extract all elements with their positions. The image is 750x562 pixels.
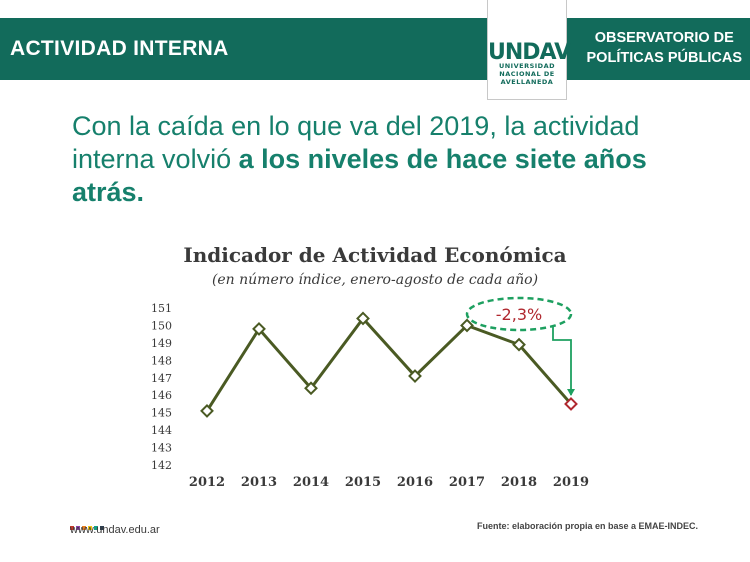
logo-line1: UNIVERSIDAD bbox=[498, 62, 556, 70]
y-tick-label: 145 bbox=[151, 407, 172, 420]
headline: Con la caída en lo que va del 2019, la a… bbox=[72, 110, 722, 209]
y-tick-label: 143 bbox=[151, 442, 172, 455]
logo-line2: NACIONAL DE bbox=[499, 70, 555, 78]
y-axis: 142 143 144 145 146 147 148 149 150 151 bbox=[151, 302, 172, 472]
annotation-connector bbox=[552, 326, 572, 395]
org-name-line1: OBSERVATORIO DE bbox=[594, 30, 734, 46]
y-tick-label: 144 bbox=[151, 424, 172, 437]
annotation-label: -2,3% bbox=[496, 305, 542, 324]
chart-title: Indicador de Actividad Económica bbox=[183, 243, 566, 267]
annotation-arrowhead bbox=[567, 388, 575, 396]
y-tick-label: 148 bbox=[151, 354, 172, 367]
x-tick-label: 2018 bbox=[501, 475, 537, 490]
university-logo: UNDAV UNIVERSIDAD NACIONAL DE AVELLANEDA bbox=[487, 0, 571, 100]
org-name: OBSERVATORIO DE POLÍTICAS PÚBLICAS bbox=[587, 28, 742, 68]
headline-regular: Con la caída en lo que va del 2019, la a… bbox=[72, 111, 640, 174]
footer-dot bbox=[82, 526, 86, 530]
source-note: Fuente: elaboración propia en base a EMA… bbox=[477, 521, 699, 531]
data-point bbox=[356, 311, 370, 326]
x-tick-label: 2017 bbox=[449, 475, 485, 490]
data-point bbox=[512, 337, 526, 352]
x-tick-label: 2013 bbox=[241, 475, 277, 490]
header-band bbox=[0, 18, 750, 80]
logo-line3: AVELLANEDA bbox=[500, 78, 554, 86]
footer-dot bbox=[76, 526, 80, 530]
y-tick-label: 146 bbox=[151, 389, 172, 402]
x-tick-label: 2012 bbox=[189, 475, 225, 490]
footer-dot bbox=[70, 526, 74, 530]
data-point bbox=[200, 404, 214, 418]
y-tick-label: 147 bbox=[151, 372, 172, 385]
footer-dots bbox=[70, 517, 106, 530]
series-points bbox=[200, 311, 578, 418]
website-link[interactable]: www.undav.edu.ar bbox=[70, 524, 160, 536]
logo-text: UNIVERSIDAD NACIONAL DE AVELLANEDA bbox=[488, 62, 566, 86]
logo-mark: UNDAV bbox=[488, 40, 571, 65]
x-tick-label: 2014 bbox=[293, 475, 329, 490]
data-point bbox=[252, 322, 266, 336]
y-tick-label: 142 bbox=[151, 459, 172, 472]
activity-chart: Indicador de Actividad Económica (en núm… bbox=[151, 243, 589, 490]
org-name-line2: POLÍTICAS PÚBLICAS bbox=[586, 50, 742, 66]
data-point bbox=[564, 397, 578, 411]
footer-dot bbox=[88, 526, 92, 530]
x-tick-label: 2019 bbox=[553, 475, 589, 490]
data-point bbox=[460, 318, 474, 333]
footer-dot bbox=[100, 526, 104, 530]
x-axis: 2012 2013 2014 2015 2016 2017 2018 2019 bbox=[189, 475, 589, 490]
change-annotation: -2,3% bbox=[465, 296, 575, 396]
headline-bold: a los niveles de hace siete años atrás. bbox=[72, 144, 647, 207]
series-line bbox=[205, 316, 573, 412]
data-point bbox=[304, 381, 318, 396]
x-tick-label: 2015 bbox=[345, 475, 381, 490]
section-title: ACTIVIDAD INTERNA bbox=[10, 37, 229, 60]
y-tick-label: 149 bbox=[151, 337, 172, 350]
chart-subtitle: (en número índice, enero-agosto de cada … bbox=[212, 272, 538, 288]
data-point bbox=[408, 369, 422, 383]
y-tick-label: 151 bbox=[151, 302, 172, 315]
y-tick-label: 150 bbox=[151, 319, 172, 332]
footer-dot bbox=[94, 526, 98, 530]
annotation-ellipse bbox=[465, 296, 573, 332]
x-tick-label: 2016 bbox=[397, 475, 433, 490]
